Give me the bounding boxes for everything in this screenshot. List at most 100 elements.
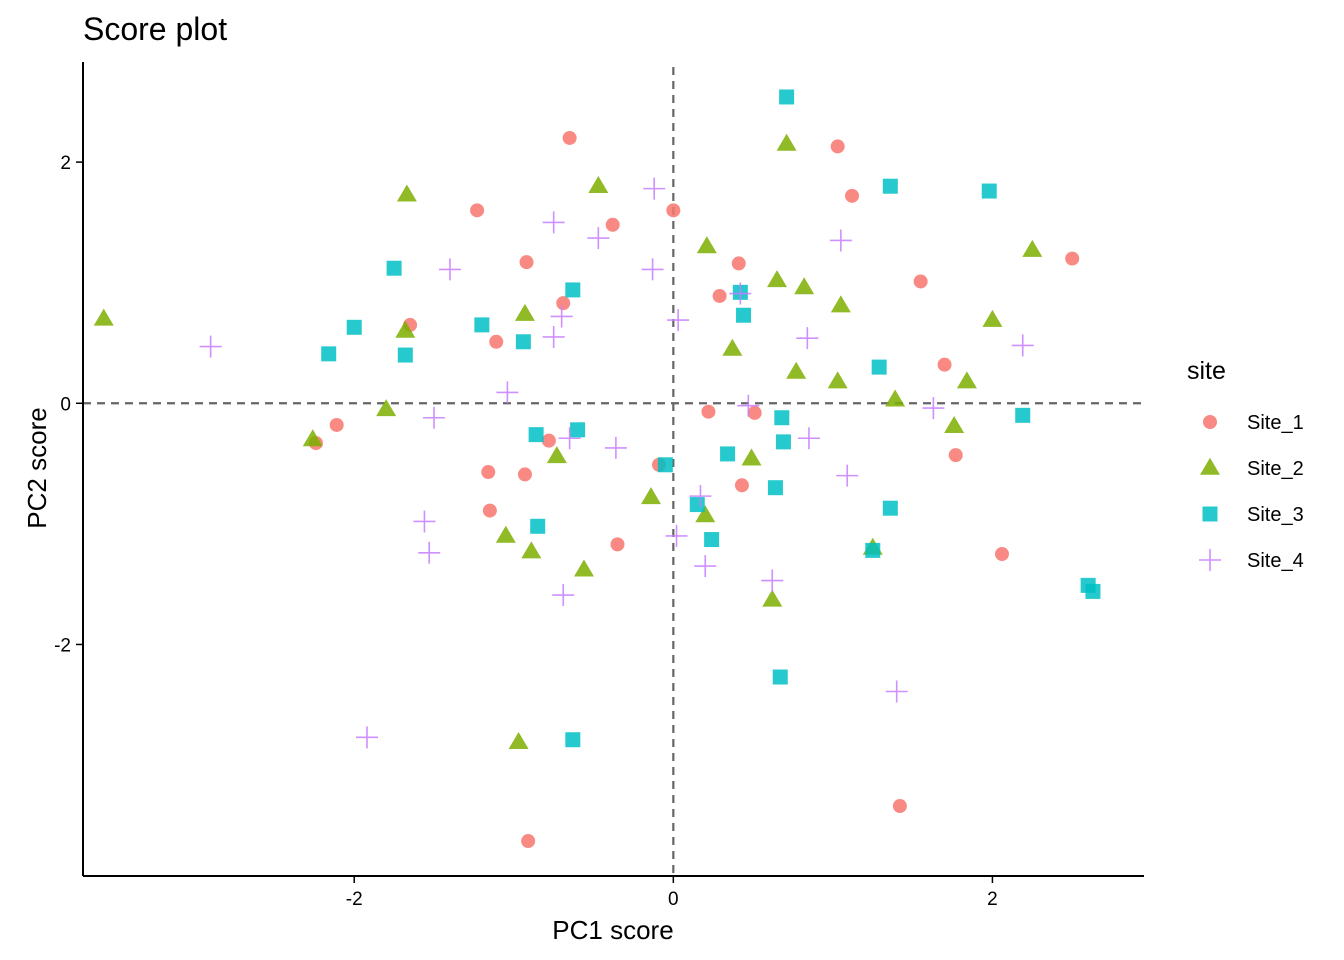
y-axis-title: PC2 score (22, 407, 52, 528)
site-4-point (922, 397, 945, 420)
site-4-point (761, 569, 784, 592)
legend-key-site-3 (1202, 506, 1218, 522)
site-1-point (830, 139, 845, 154)
legend-label-site-4: Site_4 (1247, 550, 1304, 572)
site-4-point (836, 464, 859, 487)
site-2-point (546, 446, 567, 464)
site-2-point (776, 133, 797, 151)
site-1-point (712, 288, 727, 303)
site-2-point (695, 505, 716, 523)
site-4-point (604, 436, 627, 459)
legend-key-site-4 (1199, 549, 1221, 571)
legend-key-site-1 (1203, 415, 1217, 429)
site-2-point (508, 731, 529, 749)
site-3-point (981, 183, 997, 199)
site-3-point (570, 422, 586, 438)
site-4-point (542, 325, 565, 348)
site-1-point (747, 405, 762, 420)
site-1-point (913, 274, 928, 289)
site-1-point (519, 255, 534, 270)
site-3-point (774, 410, 790, 426)
site-4-point (797, 427, 820, 450)
site-1-point (562, 130, 577, 145)
site-1-point (605, 217, 620, 232)
site-3-point (704, 532, 720, 548)
site-2-point (830, 295, 851, 313)
site-2-point (302, 429, 323, 447)
site-3-point (530, 518, 546, 534)
site-4-point (550, 305, 573, 328)
site-1-point (517, 467, 532, 482)
site-4-point (689, 485, 712, 508)
site-2-point (376, 399, 397, 417)
site-4-point (423, 406, 446, 429)
site-3-point (865, 542, 881, 558)
site-2-point (588, 176, 609, 194)
site-2-point (1022, 239, 1043, 257)
site-2-point (767, 270, 788, 288)
site-4-point (643, 177, 666, 200)
site-4-point (641, 258, 664, 281)
site-3-point (657, 457, 673, 473)
site-3-point (689, 497, 705, 513)
site-2-point (982, 309, 1003, 327)
site-2-point (944, 415, 965, 433)
y-tick-label: 2 (60, 153, 71, 174)
site-3-point (565, 732, 581, 748)
site-1-point (556, 296, 571, 311)
site-4-point (496, 381, 519, 404)
site-4-point (667, 309, 690, 332)
site-3-point (528, 427, 544, 443)
site-4-point (552, 584, 575, 607)
site-4-point (885, 680, 908, 703)
site-4-point (355, 726, 378, 749)
site-1-point (481, 465, 496, 480)
legend: site Site_1 Site_2 Site_3 Site_4 (1187, 357, 1304, 572)
site-1-point (948, 448, 963, 463)
site-4-point (829, 229, 852, 252)
site-3-point (882, 178, 898, 194)
chart-title: Score plot (83, 11, 227, 47)
site-3-point (397, 347, 413, 363)
site-3-point (1085, 583, 1101, 599)
site-4-point (737, 394, 760, 417)
site-4-point (542, 211, 565, 234)
site-4-point (694, 555, 717, 578)
site-2-point (514, 303, 535, 321)
site-3-point (515, 334, 531, 350)
site-3-point (346, 319, 362, 335)
site-1-point (995, 547, 1010, 562)
x-tick-label: 0 (668, 889, 679, 910)
site-3-point (775, 434, 791, 450)
site-1-point (470, 203, 485, 218)
site-4-point (558, 427, 581, 450)
site-1-point (329, 417, 344, 432)
site-1-point (610, 537, 625, 552)
site-2-point (395, 320, 416, 338)
site-2-point (956, 371, 977, 389)
site-2-point (640, 487, 661, 505)
site-4-point (796, 327, 819, 350)
site-3-point (736, 307, 752, 323)
site-1-point (482, 503, 497, 518)
site-1-point (1065, 251, 1080, 266)
site-3-point (779, 89, 795, 105)
site-3-point (882, 500, 898, 516)
site-2-point (722, 338, 743, 356)
legend-label-site-2: Site_2 (1247, 458, 1304, 480)
site-4-point (1011, 334, 1034, 357)
y-tick-label: 0 (60, 394, 71, 415)
site-3-point (772, 669, 788, 685)
legend-title: site (1187, 357, 1226, 385)
site-4-point (413, 510, 436, 533)
site-1-point (701, 404, 716, 419)
site-3-point (720, 446, 736, 462)
site-2-point (573, 559, 594, 577)
site-1-point (937, 357, 952, 372)
site-2-point (495, 525, 516, 543)
site-2-point (696, 236, 717, 254)
site-3-point (474, 317, 490, 333)
site-1-point (489, 334, 504, 349)
legend-label-site-3: Site_3 (1247, 504, 1304, 526)
